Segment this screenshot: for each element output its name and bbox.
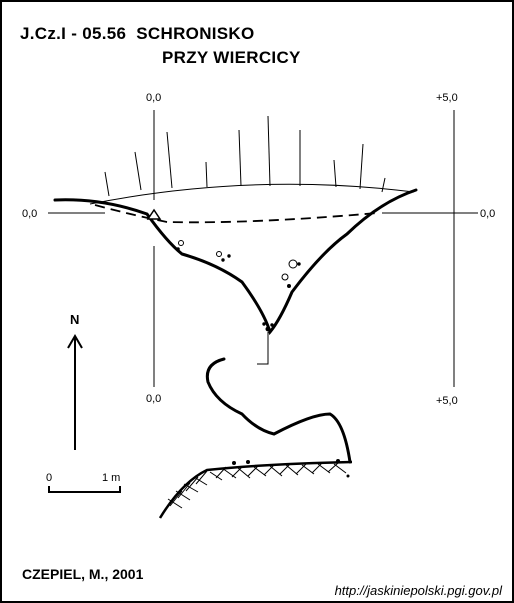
floor-rubble [176,240,301,332]
slope-stones [232,459,350,478]
source-url: http://jaskiniepolski.pgi.gov.pl [334,583,502,598]
grid-label-bottom-right: +5,0 [436,395,458,407]
author-credit: CZEPIEL, M., 2001 [22,566,144,582]
north-arrow-icon [67,334,83,349]
grid-label-left: 0,0 [22,208,37,220]
scale-label-zero: 0 [46,472,52,484]
cave-outline [53,188,418,336]
cave-name-line1: SCHRONISKO [136,24,255,43]
grid-label-bottom-left: 0,0 [146,393,161,405]
scale-bar [48,486,121,493]
slope-hatching [161,462,347,515]
entrance-triangle-icon [146,208,162,220]
section-marker [257,332,269,365]
cave-name-line2: PRZY WIERCICY [162,48,301,67]
terrain-hachures [104,115,386,197]
grid-label-right: 0,0 [480,208,495,220]
profile-outline [205,357,352,464]
profile-slope [158,460,353,519]
terrain-surface [89,183,415,205]
grid-label-top-right: +5,0 [436,92,458,104]
north-label: N [70,312,79,327]
dripline-dashed [94,204,378,224]
grid-label-top-left: 0,0 [146,92,161,104]
scale-label-end: 1 m [102,472,120,484]
cave-code: J.Cz.I - 05.56 [20,24,127,43]
map-title-line1: J.Cz.I - 05.56 SCHRONISKO [20,24,255,44]
